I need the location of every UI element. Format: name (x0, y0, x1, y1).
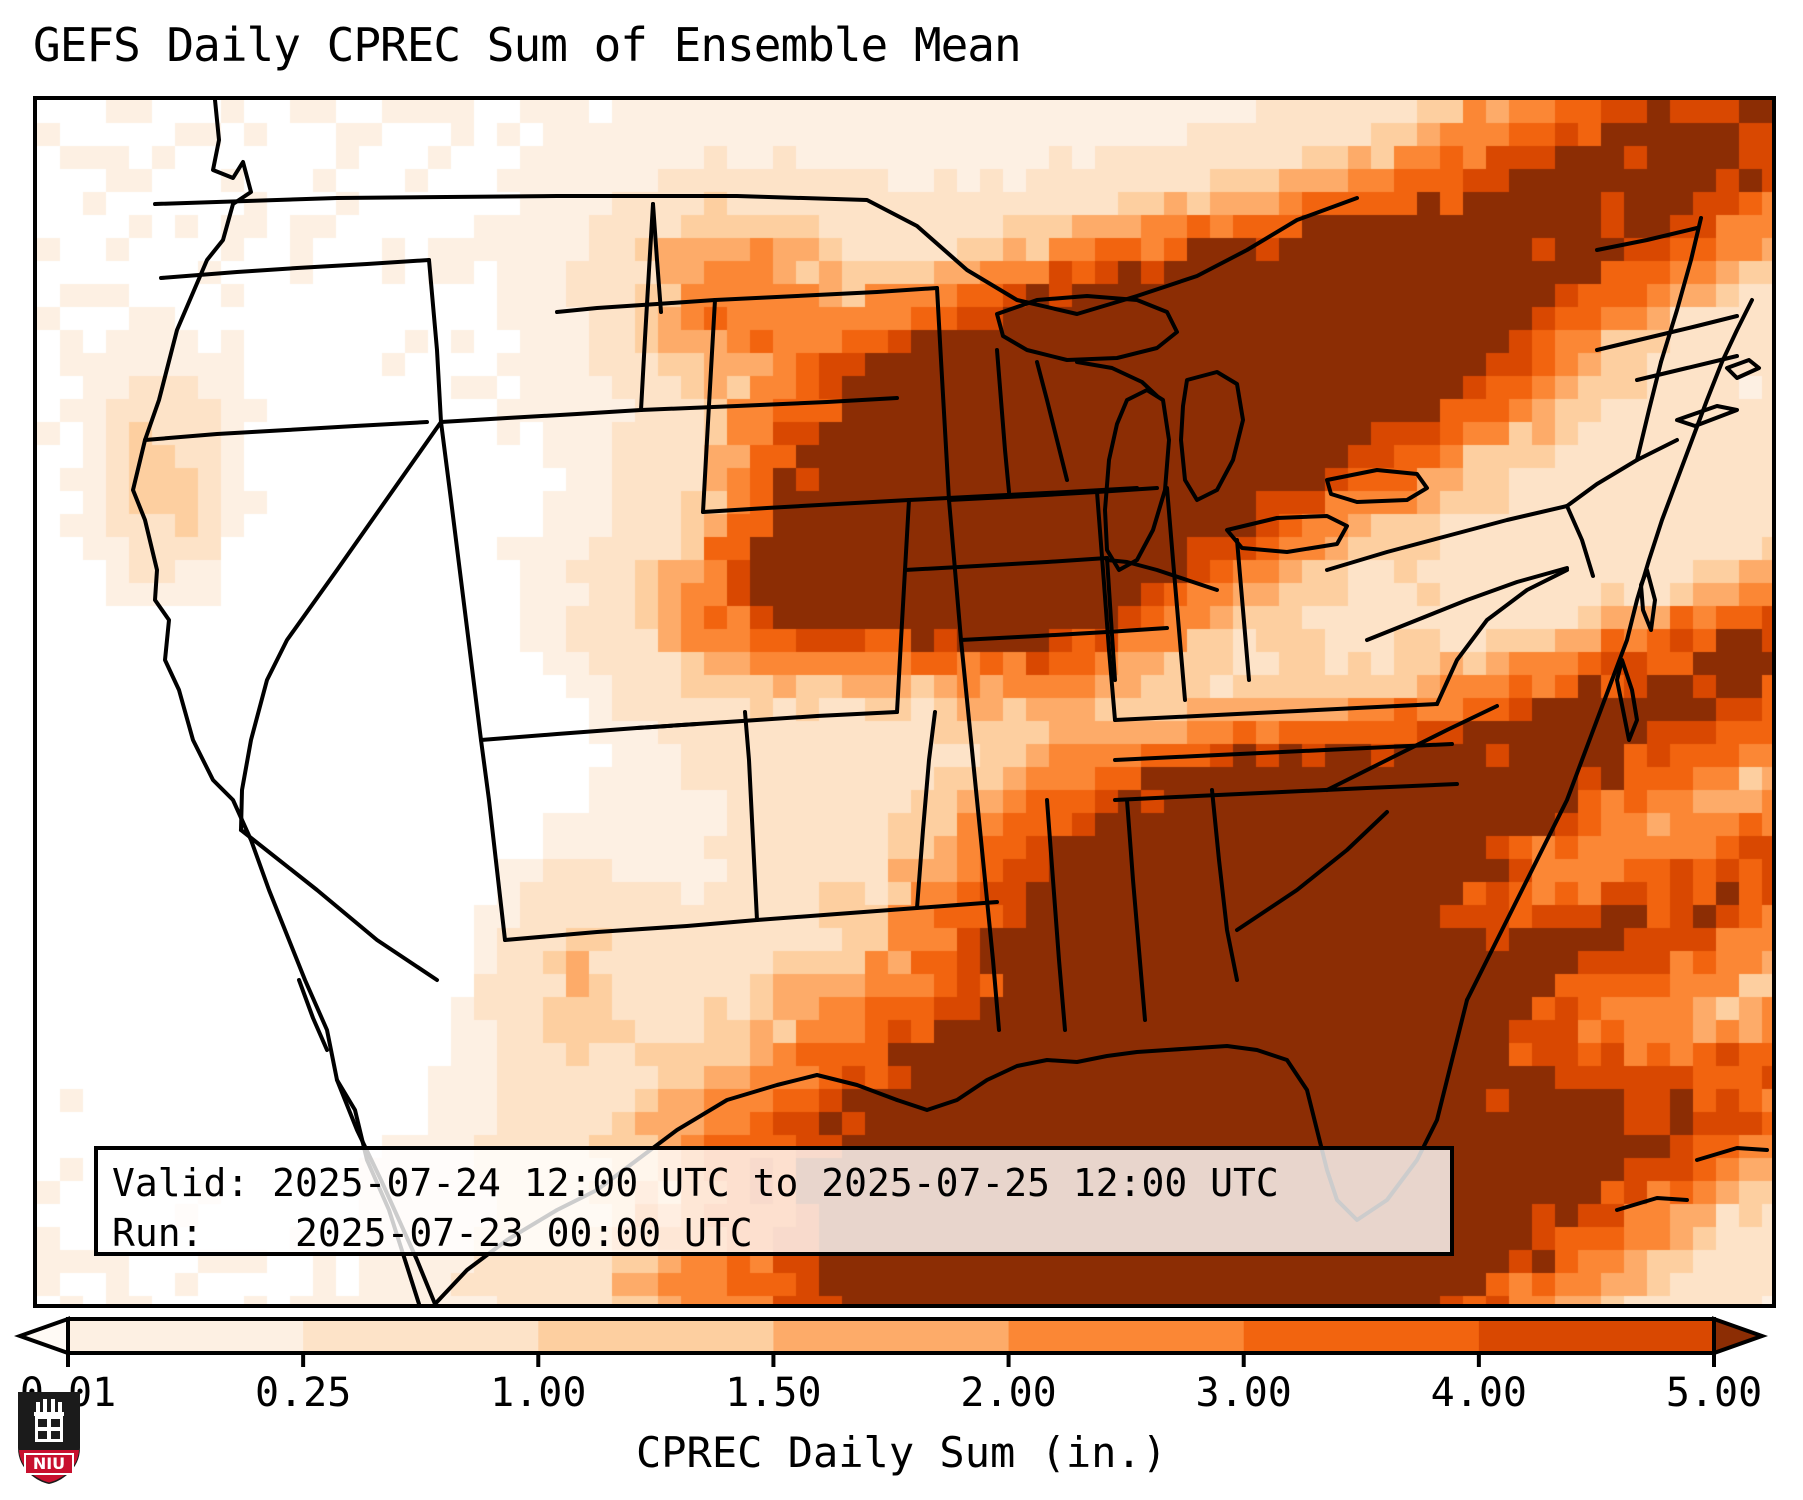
colorbar-tick-2: 1.00 (490, 1370, 587, 1416)
colorbar-axis-label: CPREC Daily Sum (in.) (635, 1428, 1167, 1477)
niu-shield-logo: NIU (18, 1392, 80, 1484)
colorbar-tick-5: 3.00 (1195, 1370, 1292, 1416)
colorbar-tick-1: 0.25 (254, 1370, 352, 1416)
page-title: GEFS Daily CPREC Sum of Ensemble Mean (33, 18, 1022, 72)
valid-run-infobox: Valid: 2025-07-24 12:00 UTC to 2025-07-2… (94, 1146, 1454, 1256)
map-plot-area: Valid: 2025-07-24 12:00 UTC to 2025-07-2… (33, 96, 1776, 1308)
svg-text:NIU: NIU (33, 1454, 65, 1473)
map-boundaries (131, 100, 1769, 1304)
colorbar-tick-7: 5.00 (1665, 1370, 1763, 1416)
colorbar-tick-3: 1.50 (725, 1370, 822, 1416)
valid-time-text: Valid: 2025-07-24 12:00 UTC to 2025-07-2… (112, 1161, 1279, 1205)
colorbar-tick-labels: 0.010.251.001.502.003.004.005.00 (0, 1370, 1803, 1430)
colorbar-tick-6: 4.00 (1430, 1370, 1528, 1416)
colorbar-tick-4: 2.00 (960, 1370, 1057, 1416)
run-time-text: Run: 2025-07-23 00:00 UTC (112, 1211, 753, 1255)
colorbar[interactable] (0, 1315, 1803, 1367)
